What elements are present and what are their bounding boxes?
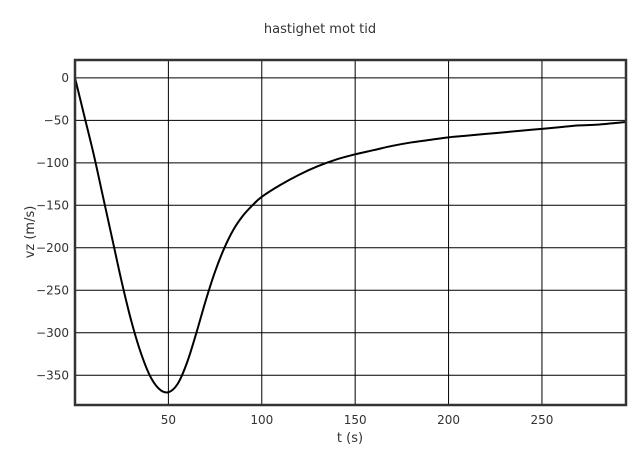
tick-labels: 50 100 150 200 250 0 −50 −100 −150 −200 −250 −300 −3… xyxy=(36,71,553,427)
x-axis-label: t (s) xyxy=(337,431,363,445)
y-tick-label: −150 xyxy=(36,198,69,212)
x-tick-label: 50 xyxy=(161,413,176,427)
y-tick-label: −100 xyxy=(36,156,69,170)
y-tick-label: −200 xyxy=(36,241,69,255)
x-tick-label: 100 xyxy=(250,413,273,427)
y-tick-label: −250 xyxy=(36,283,69,297)
y-tick-label: 0 xyxy=(61,71,69,85)
plot-frame xyxy=(73,58,628,407)
y-axis-label: vz (m/s) xyxy=(23,206,38,259)
grid-lines xyxy=(75,60,626,405)
chart-title: hastighet mot tid xyxy=(264,22,376,37)
y-tick-label: −300 xyxy=(36,326,69,340)
series-line xyxy=(74,77,627,394)
y-tick-label: −350 xyxy=(36,368,69,382)
series-layer xyxy=(74,77,627,394)
x-tick-label: 250 xyxy=(530,413,553,427)
x-tick-label: 150 xyxy=(344,413,367,427)
y-tick-label: −50 xyxy=(44,113,69,127)
x-tick-label: 200 xyxy=(437,413,460,427)
